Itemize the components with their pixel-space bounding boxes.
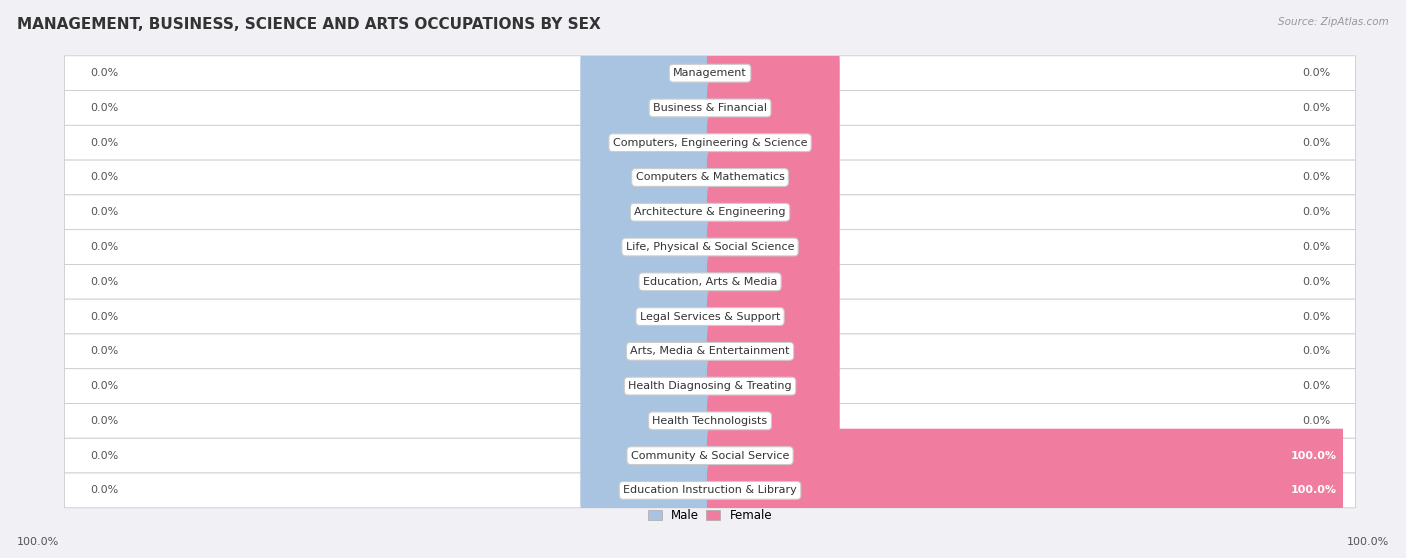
FancyBboxPatch shape bbox=[65, 230, 1355, 264]
Text: 0.0%: 0.0% bbox=[1302, 347, 1330, 357]
FancyBboxPatch shape bbox=[65, 438, 1355, 473]
Text: Arts, Media & Entertainment: Arts, Media & Entertainment bbox=[630, 347, 790, 357]
Text: 0.0%: 0.0% bbox=[90, 485, 118, 496]
FancyBboxPatch shape bbox=[581, 185, 713, 239]
Text: 0.0%: 0.0% bbox=[90, 277, 118, 287]
FancyBboxPatch shape bbox=[65, 369, 1355, 403]
Text: 0.0%: 0.0% bbox=[90, 207, 118, 217]
Text: Community & Social Service: Community & Social Service bbox=[631, 451, 789, 460]
Text: 0.0%: 0.0% bbox=[90, 381, 118, 391]
FancyBboxPatch shape bbox=[707, 46, 839, 100]
Text: 0.0%: 0.0% bbox=[90, 242, 118, 252]
Text: 0.0%: 0.0% bbox=[1302, 172, 1330, 182]
Text: 0.0%: 0.0% bbox=[1302, 207, 1330, 217]
FancyBboxPatch shape bbox=[581, 151, 713, 204]
FancyBboxPatch shape bbox=[707, 359, 839, 413]
FancyBboxPatch shape bbox=[707, 464, 1346, 517]
FancyBboxPatch shape bbox=[707, 185, 839, 239]
Text: 0.0%: 0.0% bbox=[1302, 103, 1330, 113]
FancyBboxPatch shape bbox=[707, 324, 839, 378]
Text: Computers & Mathematics: Computers & Mathematics bbox=[636, 172, 785, 182]
Text: MANAGEMENT, BUSINESS, SCIENCE AND ARTS OCCUPATIONS BY SEX: MANAGEMENT, BUSINESS, SCIENCE AND ARTS O… bbox=[17, 17, 600, 32]
FancyBboxPatch shape bbox=[707, 429, 1346, 483]
FancyBboxPatch shape bbox=[65, 264, 1355, 299]
Text: Computers, Engineering & Science: Computers, Engineering & Science bbox=[613, 138, 807, 148]
FancyBboxPatch shape bbox=[581, 290, 713, 344]
Text: Life, Physical & Social Science: Life, Physical & Social Science bbox=[626, 242, 794, 252]
FancyBboxPatch shape bbox=[581, 220, 713, 274]
Text: 0.0%: 0.0% bbox=[1302, 381, 1330, 391]
FancyBboxPatch shape bbox=[581, 81, 713, 135]
Text: Business & Financial: Business & Financial bbox=[652, 103, 768, 113]
FancyBboxPatch shape bbox=[707, 255, 839, 309]
FancyBboxPatch shape bbox=[65, 90, 1355, 126]
Text: 0.0%: 0.0% bbox=[90, 311, 118, 321]
Text: Health Technologists: Health Technologists bbox=[652, 416, 768, 426]
Text: Source: ZipAtlas.com: Source: ZipAtlas.com bbox=[1278, 17, 1389, 27]
Text: 100.0%: 100.0% bbox=[1291, 451, 1337, 460]
Text: 0.0%: 0.0% bbox=[90, 451, 118, 460]
Text: 0.0%: 0.0% bbox=[1302, 277, 1330, 287]
Text: Architecture & Engineering: Architecture & Engineering bbox=[634, 207, 786, 217]
Text: 100.0%: 100.0% bbox=[17, 537, 59, 547]
FancyBboxPatch shape bbox=[581, 394, 713, 448]
Text: 0.0%: 0.0% bbox=[90, 68, 118, 78]
FancyBboxPatch shape bbox=[65, 56, 1355, 90]
FancyBboxPatch shape bbox=[581, 359, 713, 413]
Text: 0.0%: 0.0% bbox=[1302, 416, 1330, 426]
FancyBboxPatch shape bbox=[581, 324, 713, 378]
FancyBboxPatch shape bbox=[65, 299, 1355, 334]
Text: 100.0%: 100.0% bbox=[1347, 537, 1389, 547]
Text: 0.0%: 0.0% bbox=[90, 347, 118, 357]
FancyBboxPatch shape bbox=[581, 429, 713, 483]
FancyBboxPatch shape bbox=[707, 116, 839, 170]
Text: 0.0%: 0.0% bbox=[1302, 242, 1330, 252]
FancyBboxPatch shape bbox=[65, 160, 1355, 195]
Text: 0.0%: 0.0% bbox=[90, 138, 118, 148]
Text: 0.0%: 0.0% bbox=[1302, 68, 1330, 78]
Text: Health Diagnosing & Treating: Health Diagnosing & Treating bbox=[628, 381, 792, 391]
FancyBboxPatch shape bbox=[581, 46, 713, 100]
FancyBboxPatch shape bbox=[707, 151, 839, 204]
Text: Education Instruction & Library: Education Instruction & Library bbox=[623, 485, 797, 496]
FancyBboxPatch shape bbox=[581, 116, 713, 170]
FancyBboxPatch shape bbox=[581, 255, 713, 309]
Legend: Male, Female: Male, Female bbox=[643, 504, 778, 527]
FancyBboxPatch shape bbox=[707, 290, 839, 344]
FancyBboxPatch shape bbox=[65, 334, 1355, 369]
FancyBboxPatch shape bbox=[707, 394, 839, 448]
FancyBboxPatch shape bbox=[581, 464, 713, 517]
Text: 0.0%: 0.0% bbox=[1302, 138, 1330, 148]
FancyBboxPatch shape bbox=[707, 220, 839, 274]
Text: 0.0%: 0.0% bbox=[1302, 311, 1330, 321]
Text: 100.0%: 100.0% bbox=[1291, 485, 1337, 496]
Text: 0.0%: 0.0% bbox=[90, 416, 118, 426]
Text: Legal Services & Support: Legal Services & Support bbox=[640, 311, 780, 321]
Text: 0.0%: 0.0% bbox=[90, 172, 118, 182]
FancyBboxPatch shape bbox=[65, 403, 1355, 438]
Text: Education, Arts & Media: Education, Arts & Media bbox=[643, 277, 778, 287]
FancyBboxPatch shape bbox=[65, 195, 1355, 230]
Text: Management: Management bbox=[673, 68, 747, 78]
FancyBboxPatch shape bbox=[65, 126, 1355, 160]
FancyBboxPatch shape bbox=[707, 81, 839, 135]
FancyBboxPatch shape bbox=[65, 473, 1355, 508]
Text: 0.0%: 0.0% bbox=[90, 103, 118, 113]
